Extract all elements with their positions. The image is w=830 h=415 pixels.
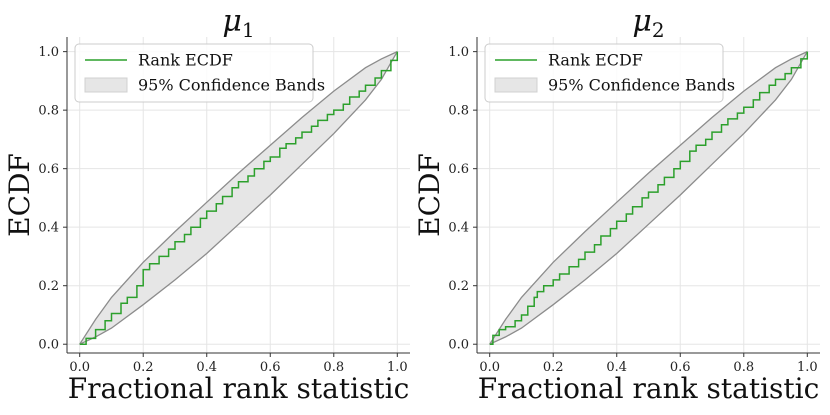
y-tick-label: 0.0 [448, 338, 469, 353]
legend-box [74, 43, 314, 103]
legend: Rank ECDF 95% Confidence Bands [74, 43, 325, 103]
x-tick-label: 0.8 [323, 360, 344, 375]
y-tick-label: 1.0 [448, 45, 469, 60]
legend-label-band: 95% Confidence Bands [548, 76, 735, 95]
legend: Rank ECDF 95% Confidence Bands [484, 43, 735, 103]
y-axis-label: ECDF [413, 153, 446, 237]
x-tick-label: 0.8 [733, 360, 754, 375]
y-tick-label: 0.4 [448, 221, 469, 236]
legend-label-ecdf: Rank ECDF [138, 51, 233, 70]
chart-title-symbol: μ [632, 4, 652, 39]
chart-title-subscript: 2 [652, 18, 665, 42]
chart-panel-mu2: 0.0 0.2 0.4 0.6 0.8 1.00.00.20.40.60.81.0Frac… [413, 4, 820, 405]
x-tick-label: 0.0 [69, 360, 90, 375]
ecdf-line [79, 51, 399, 345]
confidence-band-upper [489, 51, 808, 345]
confidence-band-lower [489, 51, 808, 345]
confidence-band-lower [79, 51, 398, 345]
legend-box [484, 43, 724, 103]
y-tick-label: 0.8 [38, 104, 59, 119]
x-tick-label: 0.6 [260, 360, 281, 375]
legend-swatch-band [494, 77, 538, 93]
x-axis-label: Fractional rank statistic [68, 372, 410, 405]
x-tick-label: 1.0 [797, 360, 818, 375]
x-tick-label: 0.4 [606, 360, 627, 375]
x-tick-label: 0.0 [479, 360, 500, 375]
x-axis-label: Fractional rank statistic [478, 372, 820, 405]
y-tick-label: 0.0 [38, 338, 59, 353]
confidence-band-upper [79, 51, 398, 345]
y-tick-label: 0.2 [38, 279, 59, 294]
legend-label-band: 95% Confidence Bands [138, 76, 325, 95]
chart-title-subscript: 1 [242, 18, 255, 42]
x-tick-label: 0.4 [196, 360, 217, 375]
y-axis-label: ECDF [3, 153, 36, 237]
x-tick-label: 1.0 [387, 360, 408, 375]
y-tick-label: 0.2 [448, 279, 469, 294]
chart-panel-mu1: 0.0 0.2 0.4 0.6 0.8 1.00.00.20.40.60.81.0Frac… [3, 4, 410, 405]
legend-swatch-band [84, 77, 128, 93]
y-tick-label: 1.0 [38, 45, 59, 60]
y-tick-label: 0.6 [38, 162, 59, 177]
y-tick-label: 0.8 [448, 104, 469, 119]
x-tick-label: 0.2 [543, 360, 564, 375]
ecdf-line [489, 51, 809, 345]
x-tick-label: 0.2 [133, 360, 154, 375]
y-tick-label: 0.4 [38, 221, 59, 236]
y-tick-label: 0.6 [448, 162, 469, 177]
legend-label-ecdf: Rank ECDF [548, 51, 643, 70]
chart-title: μ1 [222, 4, 254, 42]
chart-title-symbol: μ [222, 4, 242, 39]
chart-title: μ2 [632, 4, 664, 42]
x-tick-label: 0.6 [670, 360, 691, 375]
